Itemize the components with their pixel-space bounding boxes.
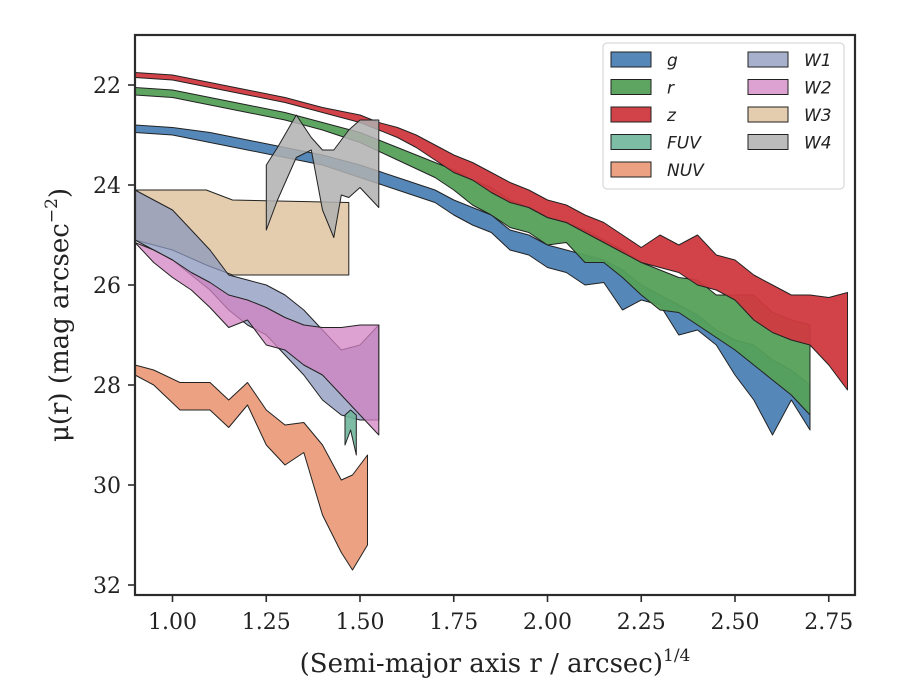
legend-swatch-w1 [747,51,789,68]
legend-swatch-r [610,79,652,95]
x-tick-label: 1.00 [148,610,197,635]
band-nuv [135,364,368,571]
y-tick-label: 24 [93,174,121,199]
x-tick-label: 2.75 [804,610,853,635]
legend-swatch-z [610,106,652,123]
x-tick-label: 2.25 [617,610,666,635]
y-tick-label: 26 [93,274,121,299]
x-tick-label: 2.00 [523,610,572,635]
band-g [135,124,811,436]
band-fuv [344,409,357,456]
band-w4 [265,114,380,238]
legend-label-r: r [667,79,675,99]
legend-swatch-w4 [747,134,789,150]
x-tick-label: 1.50 [336,610,385,635]
legend-label-z: z [666,106,677,126]
y-tick-label: 22 [93,74,121,99]
y-axis-title-superscript: −2 [42,198,62,223]
y-tick-label: 30 [93,474,121,499]
legend-label-w3: W3 [804,106,832,126]
y-axis: 22 24 26 28 30 32 [93,74,135,599]
legend: grz FUV NUV W1 W2 W3 W4 [602,42,845,190]
x-axis-title-superscript: 1/4 [663,646,690,666]
legend-swatch-w2 [747,79,789,95]
y-axis-title: μ(r) (mag arcsec−2) [42,188,75,442]
legend-label-fuv: FUV [667,134,702,154]
legend-label-nuv: NUV [667,161,705,181]
legend-swatch-w3 [747,106,789,123]
band-z [135,72,848,391]
band-w2 [135,242,380,436]
legend-swatch-nuv [610,161,652,178]
legend-label-w4: W4 [804,134,832,154]
y-tick-label: 28 [93,374,121,399]
y-axis-title-close: ) [45,188,75,198]
axes-frame [133,33,857,597]
legend-swatch-g [610,51,652,68]
x-tick-label: 2.50 [711,610,760,635]
plot-area [135,72,848,571]
x-tick-label: 1.25 [242,610,291,635]
x-tick-label: 1.75 [429,610,478,635]
legend-swatch-fuv [610,134,652,150]
y-tick-label: 32 [93,574,121,599]
legend-label-w2: W2 [804,79,832,99]
legend-label-g: g [667,51,678,71]
x-axis-title: (Semi-major axis r / arcsec)1/4 [300,646,691,679]
legend-label-w1: W1 [804,51,832,71]
x-axis: 1.00 1.25 1.50 1.75 2.00 2.25 2.50 2.75 [148,595,853,635]
